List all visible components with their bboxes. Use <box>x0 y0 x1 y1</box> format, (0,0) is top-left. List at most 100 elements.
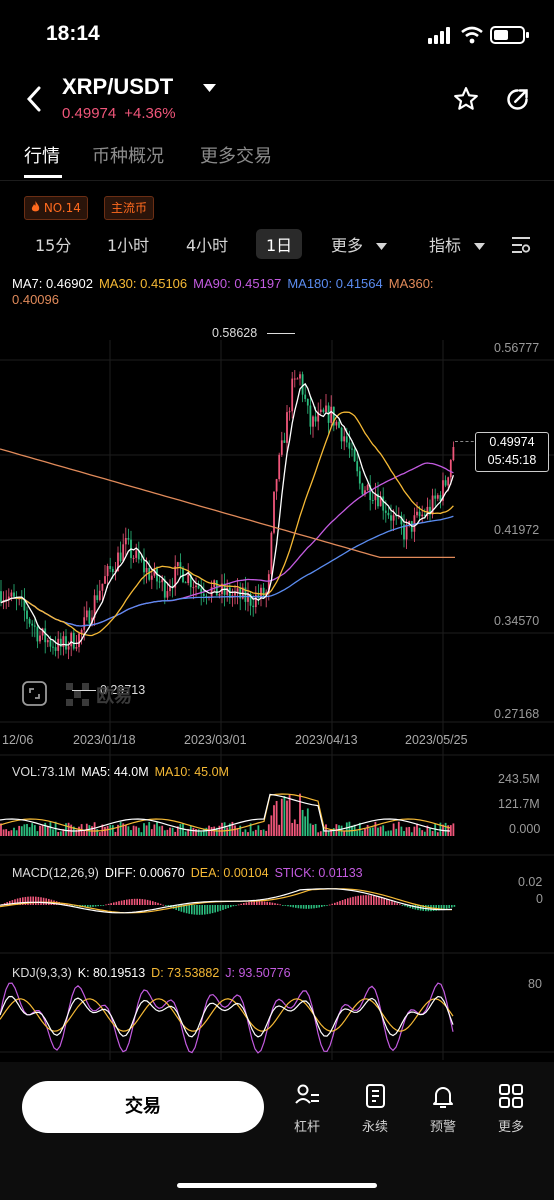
macd-bar <box>302 905 305 909</box>
macd-bar <box>250 901 253 905</box>
nav-alert[interactable]: 预警 <box>416 1082 470 1135</box>
macd-bar <box>295 905 297 908</box>
candle-body <box>291 378 294 412</box>
candle-body <box>254 594 257 608</box>
macd-bar <box>149 900 151 905</box>
volume-bar <box>252 831 255 836</box>
fullscreen-icon[interactable] <box>22 681 47 706</box>
rank-tag[interactable]: NO.14 <box>24 196 88 220</box>
candle-body <box>330 406 333 423</box>
chevron-down-icon <box>376 243 388 250</box>
volume-bar <box>117 824 119 836</box>
volume-bar <box>156 822 158 836</box>
category-tag[interactable]: 主流币 <box>104 196 155 220</box>
current-price: 0.49974 <box>489 435 535 449</box>
volume-bar <box>221 822 223 836</box>
candle-body <box>429 506 431 515</box>
candle-body <box>75 647 78 649</box>
volume-bar <box>260 830 262 836</box>
candle-body <box>439 495 442 501</box>
macd-bar <box>435 905 437 911</box>
candle-body <box>39 635 41 642</box>
volume-bar <box>187 829 190 836</box>
candle-body <box>96 595 99 600</box>
battery-icon <box>490 26 529 44</box>
macd-bar <box>107 903 110 905</box>
candle-body <box>93 595 96 618</box>
macd-bar <box>347 898 349 905</box>
macd-bar <box>84 905 86 908</box>
candle-body <box>296 378 299 380</box>
status-time: 18:14 <box>46 22 100 45</box>
candle-body <box>98 590 101 600</box>
macd-bar <box>188 905 190 914</box>
interval-more[interactable]: 更多 <box>331 232 388 256</box>
nav-perpetual[interactable]: 永续 <box>348 1082 402 1135</box>
nav-margin[interactable]: 杠杆 <box>280 1082 334 1135</box>
volume-bar <box>236 828 239 836</box>
candle-body <box>119 552 122 562</box>
macd-axis-label: 0.02 <box>518 875 543 889</box>
trade-button[interactable]: 交易 <box>22 1081 264 1133</box>
macd-title: MACD(12,26,9) <box>12 866 99 880</box>
volume-bar <box>257 825 260 836</box>
share-icon[interactable] <box>504 86 531 113</box>
volume-bar <box>158 826 161 836</box>
current-price-tag[interactable]: 0.49974 05:45:18 <box>475 432 549 472</box>
candle-body <box>283 440 286 443</box>
kdj-d: D: 73.53882 <box>151 966 220 980</box>
macd-bar <box>118 901 120 905</box>
macd-bar <box>66 904 68 906</box>
tab-more-trading[interactable]: 更多交易 <box>200 146 272 167</box>
volume-bar <box>312 824 314 836</box>
volume-bar <box>67 822 70 836</box>
pair-dropdown-icon[interactable] <box>203 84 216 93</box>
macd-bar <box>339 900 341 905</box>
macd-bar <box>448 905 450 909</box>
back-icon[interactable] <box>22 84 48 114</box>
macd-bar <box>258 901 261 905</box>
volume-bar <box>265 830 268 836</box>
interval-1d[interactable]: 1日 <box>256 229 303 259</box>
tab-market[interactable]: 行情 <box>24 146 60 167</box>
volume-bar <box>140 832 143 836</box>
candle-body <box>392 515 395 521</box>
macd-bar <box>16 898 19 905</box>
interval-1h[interactable]: 1小时 <box>107 236 150 255</box>
macd-bar <box>139 898 141 905</box>
ma7-line <box>0 382 455 646</box>
candlestick-chart[interactable] <box>0 300 554 720</box>
nav-more[interactable]: 更多 <box>484 1082 538 1135</box>
volume-bar <box>249 823 252 836</box>
tab-overview[interactable]: 币种概况 <box>92 146 164 167</box>
candle-body <box>387 512 390 516</box>
macd-bar <box>167 905 170 907</box>
candle-body <box>322 409 325 413</box>
perpetual-icon <box>366 1084 385 1108</box>
favorite-star-icon[interactable] <box>453 86 479 112</box>
candle-body <box>143 560 145 573</box>
candle-body <box>306 398 309 406</box>
volume-bar <box>33 825 36 836</box>
volume-bar <box>161 825 164 836</box>
macd-bar <box>240 903 242 905</box>
ma360-value: 0.40096 <box>12 292 59 307</box>
indicator-button[interactable]: 指标 <box>429 232 486 256</box>
candle-body <box>70 632 73 647</box>
chart-settings-icon[interactable] <box>511 236 531 254</box>
candle-body <box>351 448 353 450</box>
volume-bar <box>28 827 31 836</box>
volume-bar <box>109 825 112 836</box>
macd-bar <box>100 905 102 906</box>
kdj-chart <box>0 982 454 1054</box>
volume-bar <box>309 823 312 836</box>
volume-bar <box>270 815 273 836</box>
candle-body <box>5 599 8 601</box>
pair-title[interactable]: XRP/USDT <box>62 74 174 99</box>
interval-15m[interactable]: 15分 <box>35 236 72 255</box>
candle-body <box>309 405 312 427</box>
macd-bar <box>6 902 8 905</box>
volume-bar <box>431 831 434 836</box>
interval-4h[interactable]: 4小时 <box>186 236 229 255</box>
volume-bar <box>330 829 333 836</box>
